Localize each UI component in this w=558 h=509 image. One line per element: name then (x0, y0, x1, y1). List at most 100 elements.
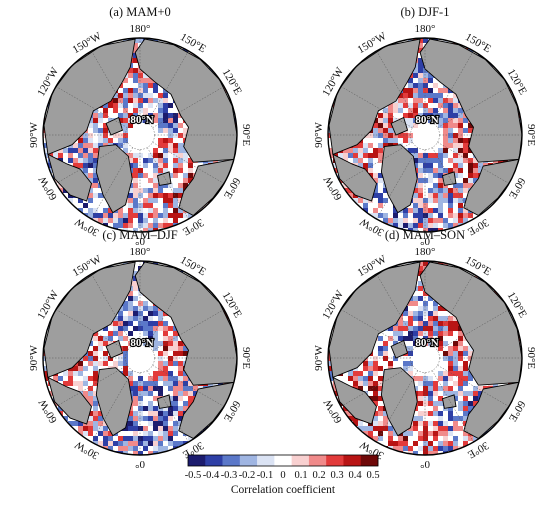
field-cell (183, 133, 188, 138)
field-cell (128, 296, 133, 301)
field-cell (453, 316, 458, 321)
field-cell (128, 416, 133, 421)
field-cell (333, 391, 338, 396)
field-cell (388, 361, 393, 366)
field-cell (103, 346, 108, 351)
field-cell (88, 391, 93, 396)
longitude-label: 0° (135, 458, 145, 470)
field-cell (413, 103, 418, 108)
field-cell (133, 48, 138, 53)
field-cell (123, 321, 128, 326)
field-cell (433, 108, 438, 113)
field-cell (473, 163, 478, 168)
land-polygon (134, 261, 237, 386)
field-cell (468, 213, 473, 218)
field-cell (133, 88, 138, 93)
field-cell (448, 198, 453, 203)
field-cell (448, 208, 453, 213)
field-cell (438, 376, 443, 381)
field-cell (443, 188, 448, 193)
field-cell (378, 133, 383, 138)
field-cell (113, 218, 118, 223)
field-cell (123, 451, 128, 455)
field-cell (358, 421, 363, 426)
field-cell (88, 371, 93, 376)
field-cell (93, 386, 98, 391)
field-cell (148, 113, 153, 118)
field-cell (173, 158, 178, 163)
field-cell (418, 261, 423, 266)
field-cell (143, 228, 148, 232)
field-cell (133, 316, 138, 321)
field-cell (98, 218, 103, 223)
colorbar-swatch (360, 455, 379, 466)
field-cell (403, 336, 408, 341)
field-cell (158, 123, 163, 128)
field-cell (448, 143, 453, 148)
field-cell (448, 391, 453, 396)
field-cell (353, 158, 358, 163)
graticule (328, 38, 522, 232)
field-cell (388, 133, 393, 138)
field-cell (153, 371, 158, 376)
field-cell (93, 436, 98, 441)
field-cell (398, 321, 403, 326)
field-cell (428, 193, 433, 198)
field-cell (108, 436, 113, 441)
field-cell (183, 376, 188, 381)
colorbar-swatch (222, 455, 241, 466)
field-cell (408, 93, 413, 98)
field-cell (133, 113, 138, 118)
field-cell (98, 143, 103, 148)
field-cell (128, 228, 133, 232)
field-cell (433, 411, 438, 416)
field-cell (173, 198, 178, 203)
field-cell (68, 198, 73, 203)
field-cell (423, 208, 428, 213)
field-cell (83, 203, 88, 208)
field-cell (233, 168, 237, 173)
field-cell (138, 163, 143, 168)
field-cell (98, 138, 103, 143)
field-cell (378, 178, 383, 183)
field-cell (138, 88, 143, 93)
field-cell (133, 296, 138, 301)
field-cell (413, 336, 418, 341)
field-cell (143, 301, 148, 306)
field-cell (453, 143, 458, 148)
field-cell (83, 143, 88, 148)
field-cell (458, 376, 463, 381)
field-cell (168, 416, 173, 421)
field-cell (518, 386, 522, 391)
field-cell (158, 376, 163, 381)
field-cell (433, 228, 438, 232)
field-cell (83, 381, 88, 386)
field-cell (173, 336, 178, 341)
field-cell (408, 83, 413, 88)
field-cell (458, 351, 463, 356)
field-cell (438, 88, 443, 93)
field-cell (143, 341, 148, 346)
field-cell (368, 163, 373, 168)
field-cell (188, 168, 193, 173)
field-cell (168, 113, 173, 118)
field-cell (438, 401, 443, 406)
field-cell (458, 386, 463, 391)
field-cell (53, 401, 58, 406)
field-cell (393, 326, 398, 331)
field-cell (143, 88, 148, 93)
field-cell (378, 128, 383, 133)
field-cell (443, 321, 448, 326)
field-cell (138, 118, 143, 123)
field-cell (418, 178, 423, 183)
field-cell (443, 198, 448, 203)
field-cell (428, 168, 433, 173)
field-cell (173, 441, 178, 446)
field-cell (88, 143, 93, 148)
field-cell (163, 381, 168, 386)
field-cell (418, 376, 423, 381)
field-cell (103, 441, 108, 446)
field-cell (128, 83, 133, 88)
field-cell (158, 316, 163, 321)
field-cell (103, 431, 108, 436)
